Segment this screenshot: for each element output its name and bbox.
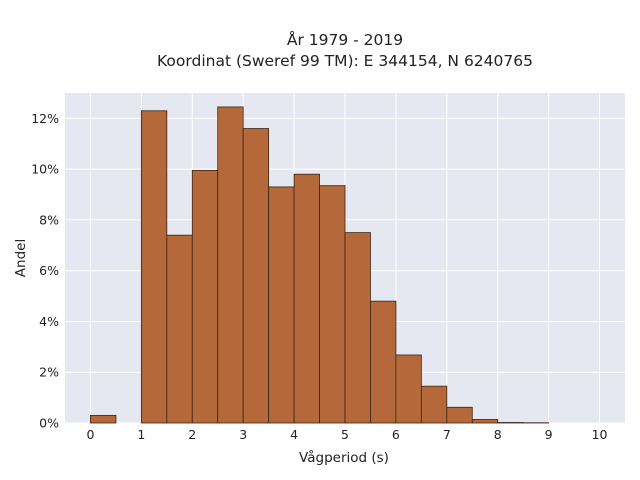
x-tick-label: 1 (137, 427, 145, 442)
histogram-bar (497, 422, 524, 424)
y-tick-label: 8% (39, 212, 59, 227)
histogram-bar (370, 300, 397, 424)
y-tick-label: 0% (39, 416, 59, 431)
y-axis-ticks: 0% 2% 4% 6% 8% 10% 12% (31, 111, 59, 431)
x-axis-title: Vågperiod (s) (299, 449, 389, 466)
x-tick-label: 7 (443, 427, 451, 442)
x-tick-label: 10 (592, 427, 608, 442)
histogram-bar (344, 232, 371, 424)
chart-subtitle: Koordinat (Sweref 99 TM): E 344154, N 62… (157, 52, 533, 70)
x-tick-label: 9 (545, 427, 553, 442)
histogram-bar (90, 414, 117, 424)
histogram-bar (420, 385, 448, 424)
y-tick-label: 12% (31, 111, 59, 126)
x-tick-label: 3 (239, 427, 247, 442)
histogram-bar (293, 173, 320, 424)
x-tick-label: 4 (290, 427, 298, 442)
x-axis-ticks: 0 1 2 3 4 5 6 7 8 9 10 (86, 427, 607, 442)
x-tick-label: 8 (494, 427, 502, 442)
y-axis-title: Andel (13, 239, 29, 277)
histogram-bar (191, 170, 219, 424)
histogram-bar (395, 354, 422, 424)
histogram-bar (471, 419, 499, 424)
x-tick-label: 2 (188, 427, 196, 442)
y-tick-label: 6% (39, 263, 59, 278)
histogram-bar (140, 110, 168, 424)
histogram-bar (166, 234, 193, 424)
histogram-bar (217, 106, 244, 424)
bars (90, 106, 550, 424)
histogram-bar (242, 128, 270, 424)
x-tick-label: 5 (341, 427, 349, 442)
y-tick-label: 2% (39, 365, 59, 380)
y-tick-label: 4% (39, 314, 59, 329)
histogram-bar (319, 185, 346, 424)
histogram-bar (446, 406, 473, 424)
x-tick-label: 6 (392, 427, 400, 442)
y-tick-label: 10% (31, 162, 59, 177)
x-tick-label: 0 (86, 427, 94, 442)
chart-title: År 1979 - 2019 (287, 30, 403, 49)
histogram-bar (268, 186, 295, 424)
